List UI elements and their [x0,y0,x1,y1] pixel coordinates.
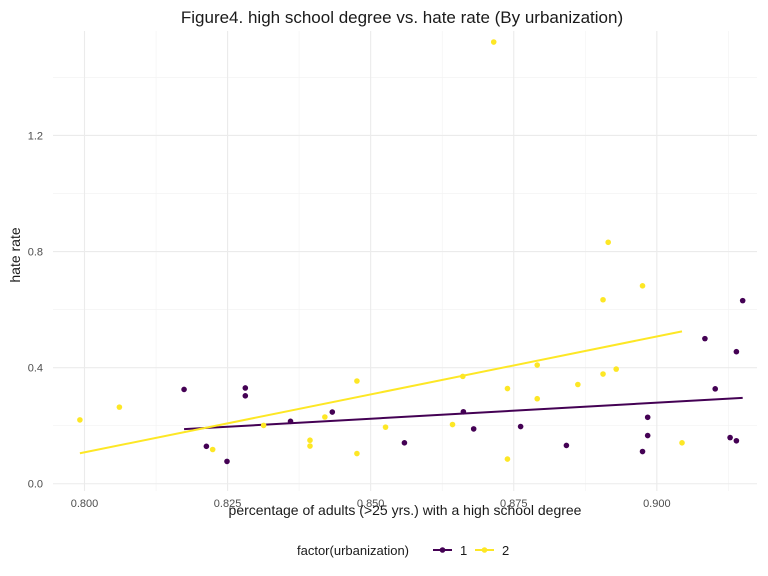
major-gridlines [53,31,757,491]
data-point-series-2 [613,366,619,372]
legend-label-1: 1 [460,543,467,558]
data-point-series-1 [181,386,187,393]
data-point-series-2 [600,371,606,377]
data-point-series-2 [116,404,123,410]
data-point-series-1 [639,448,646,455]
data-point-series-2 [209,446,216,453]
x-tick-label: 0.875 [500,498,528,510]
data-point-series-2 [322,414,328,420]
data-point-series-2 [600,296,606,303]
data-point-series-1 [242,393,249,399]
data-point-series-1 [563,442,570,449]
data-point-series-2 [354,450,360,457]
data-point-series-2 [504,456,511,462]
data-point-series-1 [733,437,740,444]
x-tick-label: 0.800 [71,498,99,510]
data-point-series-2 [354,378,360,384]
legend: factor(urbanization) 1 2 [297,543,509,558]
data-point-series-2 [504,385,511,392]
data-points [77,39,746,465]
y-tick-label: 0.4 [28,363,43,375]
legend-item-1[interactable]: 1 [433,543,467,558]
y-tick-label: 0.8 [28,247,43,259]
chart-title: Figure4. high school degree vs. hate rat… [181,8,623,27]
data-point-series-2 [460,373,466,380]
data-point-series-1 [739,297,746,304]
data-point-series-1 [712,386,719,392]
data-point-series-2 [639,283,646,289]
data-point-series-1 [460,408,467,415]
data-point-series-1 [727,434,733,441]
data-point-series-2 [307,437,313,444]
data-point-series-2 [490,39,497,45]
x-tick-label: 0.825 [214,498,242,510]
data-point-series-1 [242,385,249,391]
legend-key-dot-2 [481,547,488,553]
data-point-series-2 [575,381,581,388]
data-point-series-1 [644,414,651,421]
data-point-series-1 [329,409,336,415]
legend-title: factor(urbanization) [297,543,409,558]
x-axis-title: percentage of adults (>25 yrs.) with a h… [229,502,582,518]
data-point-series-1 [517,423,524,430]
data-point-series-1 [224,458,230,465]
legend-item-2[interactable]: 2 [475,543,509,558]
data-point-series-1 [702,335,708,342]
x-tick-label: 0.900 [643,498,671,510]
data-point-series-1 [470,426,477,432]
data-point-series-1 [203,443,210,450]
data-point-series-1 [287,418,294,425]
data-point-series-1 [401,440,408,446]
data-point-series-1 [644,432,651,439]
x-tick-label: 0.850 [357,498,385,510]
trend-line-series-2 [79,330,683,455]
data-point-series-2 [605,239,611,246]
legend-key-dot-1 [439,547,446,553]
data-point-series-2 [449,421,456,428]
y-tick-label: 1.2 [28,130,43,142]
data-point-series-2 [534,362,541,368]
y-axis-title: hate rate [7,227,23,282]
y-axis-ticks: 0.0 0.4 0.8 1.2 [28,130,43,490]
data-point-series-2 [307,443,313,449]
x-axis-ticks: 0.800 0.825 0.850 0.875 0.900 [71,498,671,510]
data-point-series-2 [679,440,685,446]
minor-gridlines [53,31,757,491]
data-point-series-2 [382,424,389,430]
data-point-series-1 [733,348,740,355]
data-point-series-2 [77,417,83,423]
data-point-series-2 [534,395,541,402]
y-tick-label: 0.0 [28,479,43,491]
data-point-series-2 [260,422,267,429]
legend-label-2: 2 [502,543,509,558]
